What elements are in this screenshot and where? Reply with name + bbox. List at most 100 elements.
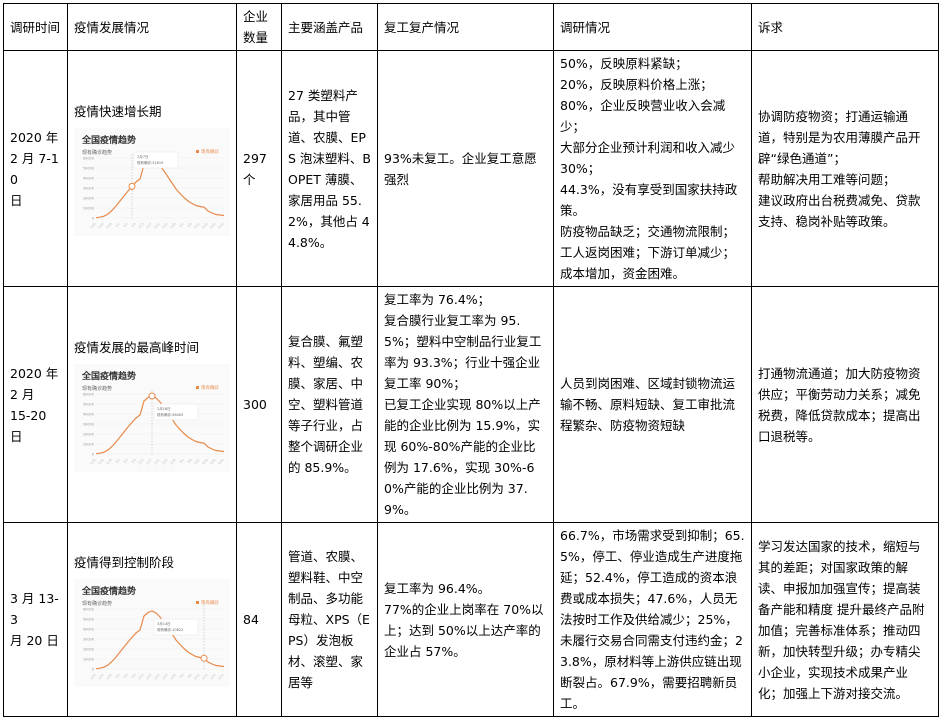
tooltip-box bbox=[153, 618, 199, 636]
stage-label: 疫情得到控制阶段 bbox=[74, 555, 175, 570]
x-tick-label: 1/20 bbox=[89, 458, 97, 466]
survey-line: 66.7%，市场需求受到抑制；65.5%，停工、停业造成生产进度拖延；52.4%… bbox=[560, 528, 745, 711]
x-tick-label: 3/20 bbox=[209, 458, 217, 466]
x-tick-label: 3/16 bbox=[201, 673, 209, 681]
x-tick-label: 3/4 bbox=[178, 458, 184, 464]
header-products: 主要涵盖产品 bbox=[281, 3, 378, 51]
x-tick-label: 1/28 bbox=[105, 222, 113, 230]
resumption-line: 93%未复工。企业复工意愿强烈 bbox=[384, 150, 537, 187]
survey-line: 人员到岗困难、区域封锁物流运输不畅、原料短缺、复工审批流程繁杂、防疫物资短缺 bbox=[560, 376, 736, 433]
y-tick-label: 10000 bbox=[83, 658, 94, 662]
legend-swatch bbox=[196, 150, 199, 153]
x-tick-label: 3/16 bbox=[201, 222, 209, 230]
demands-line: 帮助解决用工难等问题； bbox=[758, 171, 896, 187]
chart-title: 全国疫情趋势 bbox=[81, 370, 136, 382]
x-tick-label: 2/13 bbox=[137, 458, 145, 466]
count-cell: 84 bbox=[236, 522, 282, 717]
x-tick-label: 3/20 bbox=[209, 673, 217, 681]
legend-label: 现有确诊 bbox=[201, 599, 219, 606]
x-tick-label: 2/25 bbox=[161, 673, 169, 681]
header-demands: 诉求 bbox=[751, 3, 939, 51]
legend-label: 现有确诊 bbox=[201, 148, 219, 155]
y-tick-label: 20000 bbox=[83, 433, 94, 437]
y-tick-label: 40000 bbox=[83, 628, 94, 632]
x-tick-label: 2/13 bbox=[137, 222, 145, 230]
y-tick-label: 0 bbox=[92, 668, 94, 672]
tooltip-date: 2月16日 bbox=[157, 406, 171, 411]
date-cell: 2020 年 2 月 7-10 日 bbox=[3, 50, 68, 287]
y-tick-label: 10000 bbox=[83, 443, 94, 447]
x-tick-label: 2/17 bbox=[145, 458, 153, 466]
survey-cell: 66.7%，市场需求受到抑制；65.5%，停工、停业造成生产进度拖延；52.4%… bbox=[553, 522, 752, 717]
x-tick-label: 2/9 bbox=[130, 673, 136, 679]
header-count: 企业数量 bbox=[236, 3, 282, 51]
y-tick-label: 50000 bbox=[83, 403, 94, 407]
x-tick-label: 2/9 bbox=[130, 222, 136, 228]
resumption-line: 复工率为 76.4%； bbox=[384, 292, 491, 307]
y-tick-label: 30000 bbox=[83, 187, 94, 191]
demands-line: 学习发达国家的技术，缩短与其的差距；对国家政策的解读、申报加加强宣传；提高装备产… bbox=[758, 538, 925, 701]
y-tick-label: 0 bbox=[92, 217, 94, 221]
table-row: 2020 年 2 月 7-10 日疫情快速增长期 全国疫情趋势 现有确诊趋势 现有确诊… bbox=[3, 50, 939, 287]
x-tick-label: 2/25 bbox=[161, 458, 169, 466]
x-tick-label: 1/20 bbox=[89, 222, 97, 230]
x-tick-label: 3/4 bbox=[178, 222, 184, 228]
chart-subtitle: 现有确诊趋势 bbox=[82, 385, 112, 392]
table-row: 3 月 13-3 月 20 日疫情得到控制阶段 全国疫情趋势 现有确诊趋势 现有确诊 6… bbox=[3, 522, 939, 717]
x-tick-label: 2/29 bbox=[169, 222, 177, 230]
x-tick-label: 3/8 bbox=[186, 222, 192, 228]
survey-cell: 人员到岗困难、区域封锁物流运输不畅、原料短缺、复工审批流程繁杂、防疫物资短缺 bbox=[553, 286, 752, 523]
trend-line bbox=[95, 395, 225, 455]
chart-subtitle: 现有确诊趋势 bbox=[82, 600, 112, 607]
data-point-marker bbox=[148, 392, 156, 400]
x-tick-label: 2/17 bbox=[145, 673, 153, 681]
header-row: 调研时间 疫情发展情况 企业数量 主要涵盖产品 复工复产情况 调研情况 诉求 bbox=[3, 3, 939, 51]
demands-cell: 学习发达国家的技术，缩短与其的差距；对国家政策的解读、申报加加强宣传；提高装备产… bbox=[751, 522, 939, 717]
x-tick-label: 2/5 bbox=[122, 222, 128, 228]
header-resumption: 复工复产情况 bbox=[377, 3, 554, 51]
x-tick-label: 2/9 bbox=[130, 458, 136, 464]
x-tick-label: 2/1 bbox=[114, 673, 120, 679]
y-tick-label: 30000 bbox=[83, 638, 94, 642]
stage-cell: 疫情快速增长期 全国疫情趋势 现有确诊趋势 现有确诊 60000 50000 40000 30… bbox=[67, 50, 237, 287]
legend-swatch bbox=[196, 601, 199, 604]
chart-subtitle: 现有确诊趋势 bbox=[82, 149, 112, 156]
x-tick-label: 2/1 bbox=[114, 458, 120, 464]
survey-line: 大部分企业预计利润和收入减少 30%； bbox=[560, 140, 736, 176]
legend-label: 现有确诊 bbox=[201, 384, 219, 391]
date-cell: 3 月 13-3 月 20 日 bbox=[3, 522, 68, 717]
survey-table: 调研时间 疫情发展情况 企业数量 主要涵盖产品 复工复产情况 调研情况 诉求 2… bbox=[3, 3, 939, 717]
header-date: 调研时间 bbox=[3, 3, 68, 51]
x-tick-label: 2/29 bbox=[169, 458, 177, 466]
tooltip-value: 现有确诊:58005 bbox=[157, 412, 183, 417]
data-point-marker bbox=[128, 182, 136, 190]
x-tick-label: 2/21 bbox=[153, 673, 161, 681]
demands-line: 协调防疫物资；打通运输通道，特别是为农用薄膜产品开辟“绿色通道”； bbox=[758, 108, 921, 166]
y-tick-label: 60000 bbox=[83, 393, 94, 397]
chart-title: 全国疫情趋势 bbox=[81, 134, 136, 146]
y-tick-label: 50000 bbox=[83, 618, 94, 622]
x-tick-label: 1/28 bbox=[105, 673, 113, 681]
resumption-line: 复合膜行业复工率为 95.5%；塑料中空制品行业复工率为 93.3%；行业十强企… bbox=[384, 313, 542, 391]
date-cell: 2020 年 2 月 15-20 日 bbox=[3, 286, 68, 523]
demands-cell: 协调防疫物资；打通运输通道，特别是为农用薄膜产品开辟“绿色通道”； 帮助解决用工难… bbox=[751, 50, 939, 287]
legend-swatch bbox=[196, 386, 199, 389]
x-tick-label: 3/24 bbox=[217, 222, 225, 230]
demands-line: 打通物流通道；加大防疫物资供应；平衡劳动力关系；减免税费，降低贷款成本；提高出口… bbox=[758, 365, 921, 444]
survey-line: 20%，反映原料价格上涨； bbox=[560, 77, 713, 92]
x-tick-label: 2/29 bbox=[169, 673, 177, 681]
x-tick-label: 2/21 bbox=[153, 222, 161, 230]
resumption-line: 77%的企业上岗率在 70%以上；达到 50%以上达产率的企业占 57%。 bbox=[384, 601, 544, 659]
x-tick-label: 2/5 bbox=[122, 458, 128, 464]
resumption-line: 复工率为 96.4%。 bbox=[384, 580, 491, 596]
resumption-line: 已复工企业实现 80%以上产能的企业比例为 15.9%，实现 60%-80%产能… bbox=[384, 397, 541, 517]
stage-label: 疫情发展的最高峰时间 bbox=[74, 340, 200, 355]
stage-label: 疫情快速增长期 bbox=[74, 104, 162, 119]
tooltip-date: 3月14日 bbox=[157, 621, 171, 626]
x-tick-label: 2/25 bbox=[161, 222, 169, 230]
y-tick-label: 30000 bbox=[83, 423, 94, 427]
tooltip-value: 现有确诊:31619 bbox=[137, 160, 163, 165]
resumption-cell: 复工率为 96.4%。 77%的企业上岗率在 70%以上；达到 50%以上达产率的… bbox=[377, 522, 554, 717]
